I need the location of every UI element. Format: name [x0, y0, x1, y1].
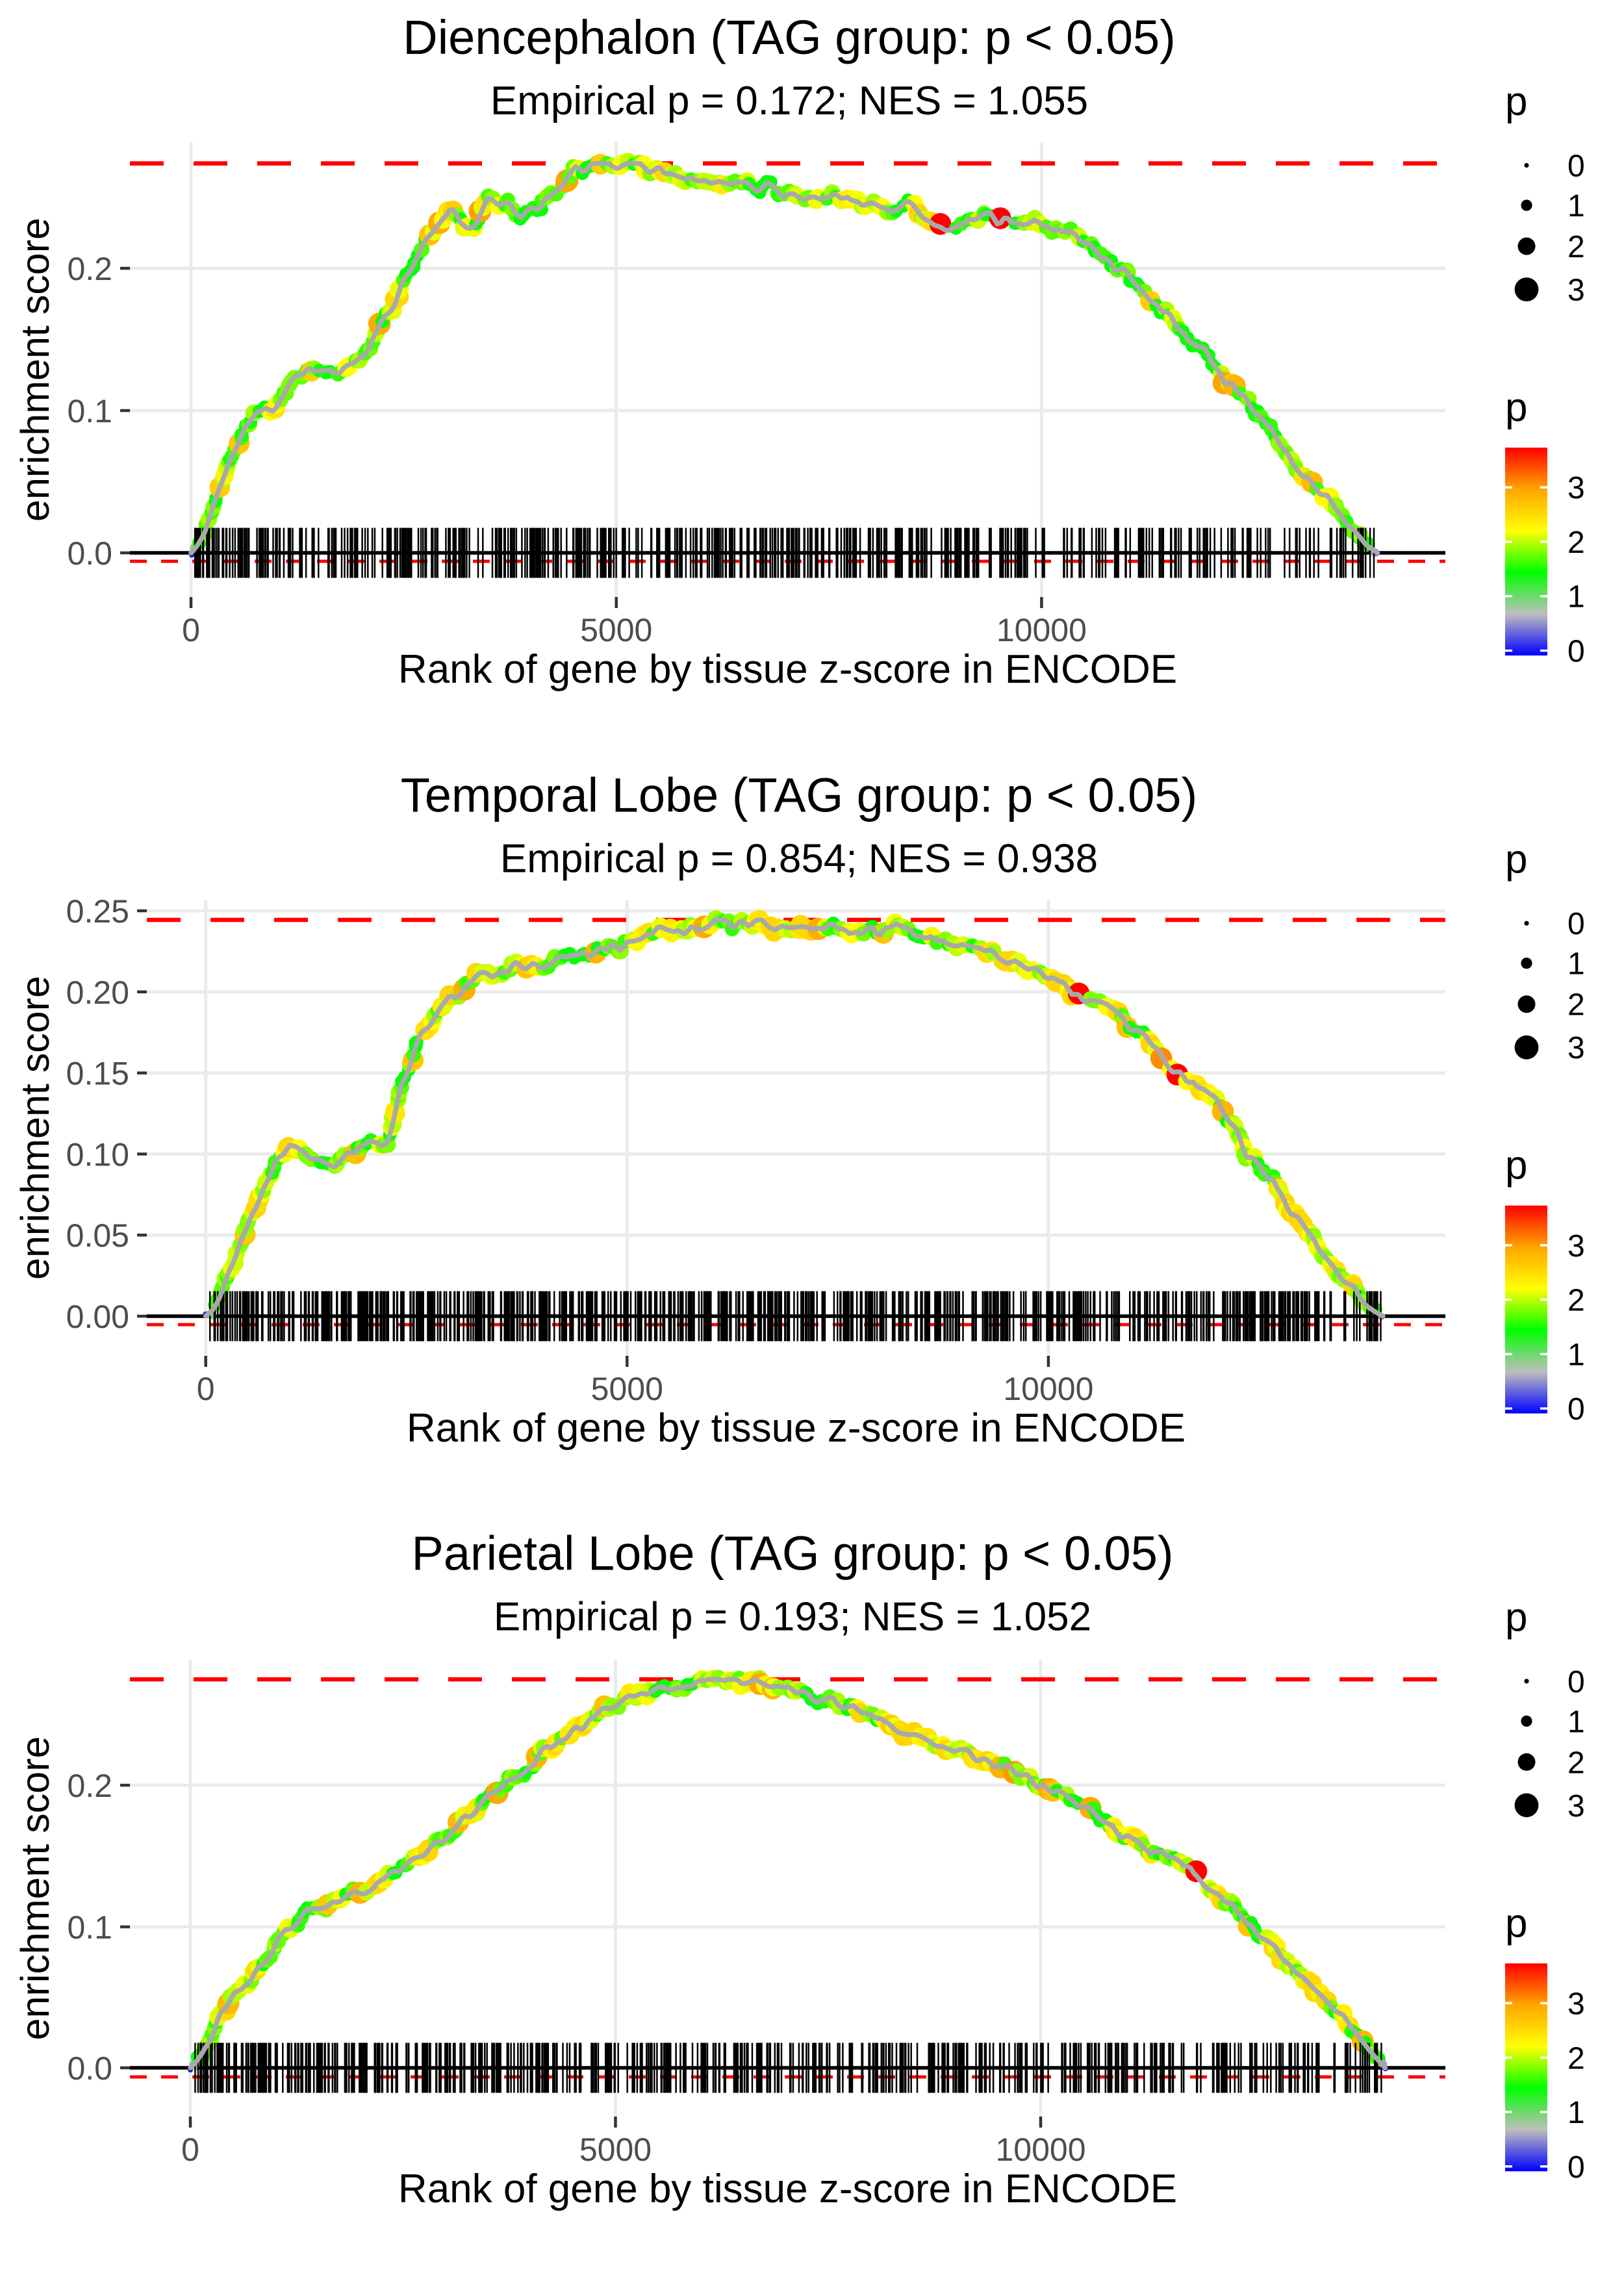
svg-text:0: 0	[182, 612, 200, 648]
svg-text:Diencephalon (TAG group: p < 0: Diencephalon (TAG group: p < 0.05)	[403, 10, 1176, 64]
svg-text:3: 3	[1567, 471, 1585, 505]
svg-text:0.1: 0.1	[67, 393, 112, 429]
svg-text:0.20: 0.20	[66, 974, 129, 1011]
svg-text:3: 3	[1567, 1789, 1585, 1824]
svg-text:3: 3	[1567, 1987, 1585, 2022]
svg-text:0: 0	[1567, 1665, 1585, 1699]
svg-text:Rank of gene by tissue z-score: Rank of gene by tissue z-score in ENCODE	[407, 1406, 1186, 1451]
svg-text:p: p	[1505, 837, 1527, 882]
svg-text:2: 2	[1567, 230, 1585, 264]
svg-text:10000: 10000	[995, 2131, 1085, 2168]
svg-text:1: 1	[1567, 1705, 1585, 1739]
svg-text:0.05: 0.05	[66, 1217, 129, 1254]
svg-text:0: 0	[1567, 635, 1585, 669]
svg-text:0: 0	[197, 1371, 215, 1407]
svg-text:p: p	[1505, 1901, 1527, 1946]
svg-text:0.2: 0.2	[67, 251, 112, 287]
svg-text:0.0: 0.0	[67, 535, 112, 572]
svg-text:0: 0	[1567, 1392, 1585, 1427]
svg-text:Rank of gene by tissue z-score: Rank of gene by tissue z-score in ENCODE	[398, 2167, 1177, 2211]
svg-text:2: 2	[1567, 2041, 1585, 2076]
svg-text:p: p	[1505, 385, 1527, 430]
svg-text:10000: 10000	[1003, 1371, 1093, 1407]
svg-text:2: 2	[1567, 1746, 1585, 1780]
svg-text:3: 3	[1567, 273, 1585, 308]
svg-text:0: 0	[1567, 907, 1585, 941]
svg-text:0: 0	[1567, 149, 1585, 184]
svg-text:0.10: 0.10	[66, 1136, 129, 1173]
svg-text:enrichment score: enrichment score	[13, 976, 57, 1280]
svg-text:enrichment score: enrichment score	[13, 1736, 57, 2041]
svg-text:Parietal Lobe (TAG group: p <: Parietal Lobe (TAG group: p < 0.05)	[411, 1526, 1173, 1580]
svg-text:p: p	[1505, 79, 1527, 124]
svg-text:0.00: 0.00	[66, 1299, 129, 1335]
svg-text:5000: 5000	[591, 1371, 663, 1407]
svg-text:3: 3	[1567, 1229, 1585, 1264]
svg-text:Empirical p = 0.854; NES = 0.9: Empirical p = 0.854; NES = 0.938	[500, 837, 1098, 882]
svg-text:0.0: 0.0	[67, 2050, 112, 2087]
svg-text:0: 0	[181, 2131, 199, 2168]
svg-text:5000: 5000	[580, 612, 652, 648]
svg-text:1: 1	[1567, 580, 1585, 615]
svg-text:Empirical p = 0.172; NES = 1.0: Empirical p = 0.172; NES = 1.055	[490, 79, 1088, 123]
svg-text:3: 3	[1567, 1031, 1585, 1065]
svg-text:5000: 5000	[579, 2131, 652, 2168]
svg-text:1: 1	[1567, 947, 1585, 982]
svg-text:Temporal Lobe (TAG group: p <: Temporal Lobe (TAG group: p < 0.05)	[401, 769, 1197, 822]
svg-text:p: p	[1505, 1143, 1527, 1188]
svg-text:0.2: 0.2	[67, 1768, 112, 1804]
svg-text:0.25: 0.25	[66, 893, 129, 930]
svg-text:0.15: 0.15	[66, 1056, 129, 1092]
svg-text:1: 1	[1567, 1338, 1585, 1372]
svg-text:1: 1	[1567, 189, 1585, 223]
svg-text:p: p	[1505, 1595, 1527, 1640]
svg-text:1: 1	[1567, 2096, 1585, 2130]
svg-text:0.1: 0.1	[67, 1909, 112, 1946]
svg-text:2: 2	[1567, 988, 1585, 1023]
svg-text:0: 0	[1567, 2150, 1585, 2185]
svg-text:2: 2	[1567, 1284, 1585, 1318]
svg-text:2: 2	[1567, 526, 1585, 560]
svg-text:10000: 10000	[996, 612, 1087, 648]
svg-text:enrichment score: enrichment score	[13, 218, 57, 522]
svg-text:Empirical p = 0.193; NES = 1.0: Empirical p = 0.193; NES = 1.052	[494, 1594, 1091, 1639]
svg-text:Rank of gene by tissue z-score: Rank of gene by tissue z-score in ENCODE	[398, 647, 1177, 692]
